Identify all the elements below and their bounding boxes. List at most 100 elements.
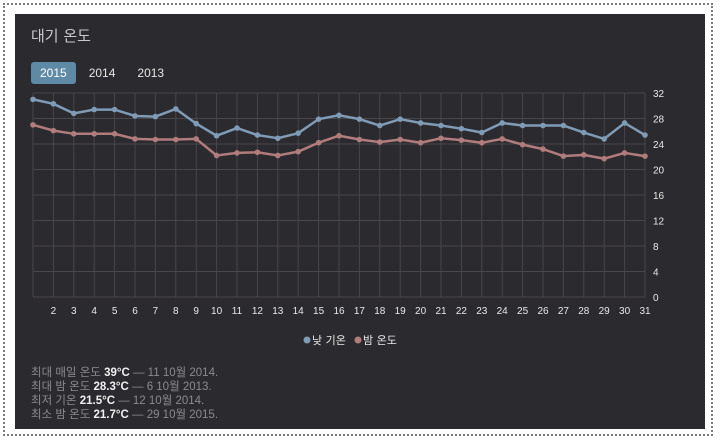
x-tick-label: 27: [558, 306, 570, 317]
data-point: [91, 131, 97, 137]
x-tick-label: 25: [517, 306, 529, 317]
data-point: [581, 129, 587, 136]
data-point: [30, 122, 36, 128]
x-tick-label: 4: [91, 306, 97, 317]
x-tick-label: 6: [132, 306, 138, 317]
data-point: [213, 132, 220, 139]
data-point: [173, 106, 179, 112]
data-point: [601, 136, 607, 142]
panel-title: 대기 온도: [31, 27, 91, 45]
data-point: [621, 150, 628, 156]
x-tick-label: 22: [456, 306, 468, 317]
tab-2014[interactable]: 2014: [88, 66, 116, 80]
data-point: [50, 127, 57, 134]
y-tick-label: 28: [653, 115, 665, 126]
data-point: [132, 136, 138, 142]
data-point: [377, 139, 383, 145]
data-point: [479, 139, 485, 146]
data-point: [152, 136, 159, 143]
legend-marker: [354, 336, 362, 344]
data-point: [499, 136, 506, 142]
data-point: [458, 125, 465, 132]
x-tick-label: 21: [435, 306, 447, 317]
x-tick-label: 29: [599, 306, 611, 317]
y-tick-label: 12: [653, 217, 665, 228]
y-tick-label: 16: [653, 191, 665, 202]
y-tick-label: 8: [653, 242, 659, 253]
x-tick-label: 23: [476, 306, 488, 317]
data-point: [560, 153, 567, 159]
data-point: [254, 149, 261, 156]
data-point: [377, 122, 383, 129]
data-point: [642, 132, 648, 138]
data-point: [540, 146, 546, 152]
data-point: [275, 152, 281, 159]
x-tick-label: 20: [415, 306, 427, 317]
data-point: [152, 113, 159, 120]
data-point: [458, 137, 465, 143]
stat-max-night: 최대 밤 온도 28.3°C — 6 10월 2013.: [31, 381, 212, 393]
data-point: [336, 112, 342, 119]
x-tick-label: 11: [232, 306, 243, 317]
data-point: [275, 135, 281, 142]
data-point: [438, 122, 444, 129]
data-point: [111, 131, 118, 137]
data-point: [417, 120, 424, 126]
x-tick-label: 28: [578, 306, 590, 317]
x-tick-label: 16: [333, 306, 345, 317]
x-tick-label: 8: [173, 306, 179, 317]
data-point: [71, 131, 77, 137]
x-tick-label: 15: [313, 306, 325, 317]
data-point: [621, 120, 628, 126]
x-tick-label: 3: [71, 306, 77, 317]
x-tick-label: 30: [619, 306, 631, 317]
data-point: [315, 116, 322, 122]
data-point: [213, 152, 220, 159]
tab-2015[interactable]: 2015: [31, 62, 76, 84]
legend-label: 밤 온도: [363, 334, 397, 347]
data-point: [336, 132, 342, 139]
data-point: [111, 106, 118, 113]
data-point: [71, 110, 77, 117]
data-point: [193, 120, 199, 127]
y-tick-label: 0: [653, 293, 659, 304]
x-tick-label: 31: [639, 306, 651, 317]
legend-label: 낮 기온: [312, 334, 346, 347]
x-tick-label: 26: [537, 306, 549, 317]
data-point: [560, 122, 567, 129]
data-point: [519, 122, 526, 129]
data-point: [601, 155, 607, 162]
legend-marker: [303, 336, 311, 344]
x-tick-label: 5: [112, 306, 118, 317]
x-tick-label: 9: [193, 306, 199, 317]
outer-frame: [3, 3, 713, 436]
data-point: [91, 106, 97, 113]
data-point: [417, 139, 424, 146]
data-point: [642, 153, 648, 159]
y-tick-label: 32: [653, 89, 665, 100]
x-tick-label: 12: [252, 306, 264, 317]
data-point: [438, 135, 444, 142]
stat-max-daily: 최대 매일 온도 39°C — 11 10월 2014.: [31, 367, 219, 379]
data-point: [356, 116, 363, 122]
year-tabs: 2015 2014 2013: [31, 62, 173, 84]
data-point: [234, 150, 240, 156]
data-point: [193, 136, 199, 142]
x-tick-label: 14: [293, 306, 305, 317]
tab-2013[interactable]: 2013: [137, 66, 165, 80]
data-point: [397, 136, 404, 143]
x-tick-label: 13: [272, 306, 284, 317]
stat-min-temp: 최저 기온 21.5°C — 12 10월 2014.: [31, 395, 205, 407]
data-point: [581, 152, 587, 158]
y-tick-label: 4: [653, 268, 659, 279]
data-point: [315, 139, 322, 146]
y-tick-label: 24: [653, 140, 665, 151]
data-point: [479, 129, 485, 136]
x-tick-label: 7: [153, 306, 159, 317]
data-point: [519, 141, 526, 148]
data-point: [254, 132, 261, 138]
data-point: [397, 116, 404, 122]
data-point: [234, 125, 240, 131]
x-tick-label: 19: [395, 306, 407, 317]
